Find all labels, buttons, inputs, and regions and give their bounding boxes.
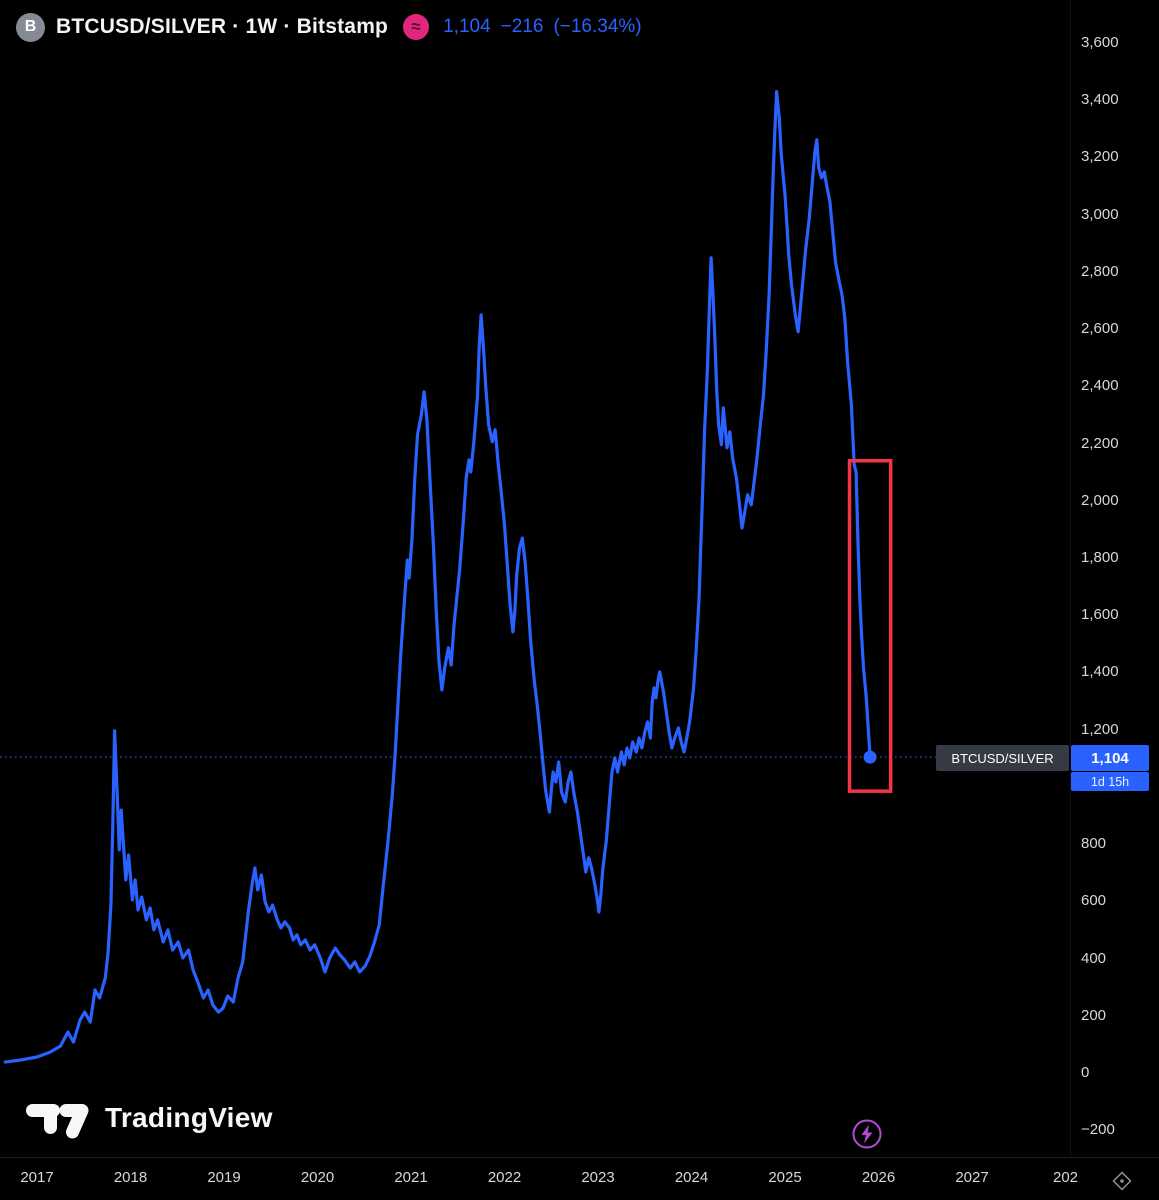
last-price: 1,104	[443, 16, 491, 37]
time-tick-2026: 2026	[861, 1169, 896, 1186]
price-tick-400: 400	[1081, 949, 1107, 967]
bitstamp-exchange-logo: B	[16, 12, 45, 42]
streaming-status-icon[interactable]: ≈	[403, 14, 430, 40]
time-tick-2017: 2017	[20, 1169, 54, 1186]
price-tick-3000: 3,000	[1081, 205, 1119, 223]
price-tick-3400: 3,400	[1081, 91, 1119, 109]
axis-settings-icon[interactable]	[1111, 1170, 1133, 1197]
price-tick-3200: 3,200	[1081, 148, 1119, 166]
time-axis[interactable]: 2017 2018 2019 2020 2021 2022 2023 2024 2025 2026…	[0, 1157, 1159, 1200]
time-tick-2018: 2018	[113, 1169, 148, 1186]
price-tick-3600: 3,600	[1081, 34, 1119, 51]
price-tick-1400: 1,400	[1081, 663, 1119, 681]
price-tick-2000: 2,000	[1081, 491, 1119, 509]
price-tick--200: −200	[1081, 1121, 1115, 1139]
time-tick-2025: 2025	[768, 1169, 802, 1186]
tradingview-mark-icon	[26, 1104, 89, 1139]
time-tick-2027: 2027	[955, 1169, 989, 1186]
time-tick-2022: 2022	[487, 1169, 522, 1186]
price-change-percent: (−16.34%)	[553, 16, 642, 37]
boost-lightning-icon[interactable]	[849, 1116, 885, 1157]
price-tick-800: 800	[1081, 835, 1107, 853]
price-line	[3, 89, 872, 1064]
price-tick-600: 600	[1081, 892, 1107, 910]
symbol-title[interactable]: BTCUSD/SILVER · 1W · Bitstamp	[56, 15, 389, 38]
price-tick-1200: 1,200	[1081, 720, 1119, 738]
time-tick-202: 202	[1052, 1169, 1079, 1186]
time-tick-2020: 2020	[300, 1169, 335, 1186]
price-tick-2200: 2,200	[1081, 434, 1119, 452]
tradingview-wordmark: TradingView	[105, 1102, 273, 1133]
price-tick-2600: 2,600	[1081, 320, 1119, 338]
tradingview-logo[interactable]: TradingView	[24, 1096, 273, 1140]
time-tick-2019: 2019	[207, 1169, 241, 1186]
price-tick-2400: 2,400	[1081, 377, 1119, 395]
chart-header: B BTCUSD/SILVER · 1W · Bitstamp ≈ 1,104 …	[0, 0, 642, 54]
time-tick-2024: 2024	[674, 1169, 709, 1186]
time-tick-2021: 2021	[394, 1169, 428, 1186]
price-axis[interactable]: 3,600 3,400 3,200 3,000 2,800 2,600 2,400 2,200…	[1070, 0, 1159, 1157]
price-readout: 1,104 −216 (−16.34%)	[443, 16, 642, 38]
last-price-marker	[863, 750, 877, 764]
time-tick-2023: 2023	[581, 1169, 615, 1186]
symbol-price-tag: BTCUSD/SILVER	[936, 745, 1069, 771]
price-tick-0: 0	[1081, 1064, 1090, 1081]
price-tick-1800: 1,800	[1081, 549, 1119, 566]
drop-highlight-box	[847, 458, 893, 793]
price-tick-200: 200	[1081, 1006, 1107, 1024]
price-tick-1600: 1,600	[1081, 606, 1119, 624]
last-price-tag: 1,104	[1071, 745, 1149, 771]
price-change: −216	[500, 16, 544, 37]
bar-countdown-tag: 1d 15h	[1071, 772, 1149, 791]
price-tick-2800: 2,800	[1081, 262, 1119, 280]
